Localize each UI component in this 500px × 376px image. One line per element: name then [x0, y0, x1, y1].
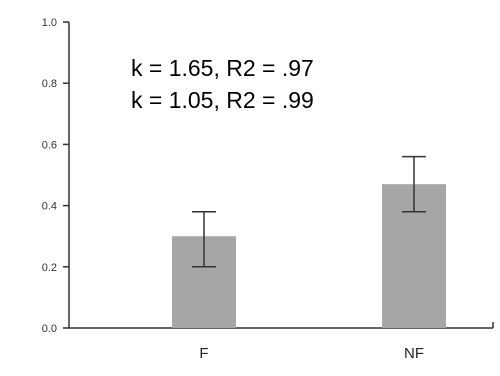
annotation-2: k = 1.05, R2 = .99	[131, 87, 314, 113]
y-tick-label: 0.8	[42, 78, 57, 90]
y-tick-label: 0.4	[42, 201, 57, 213]
annotation-1: k = 1.65, R2 = .97	[131, 55, 314, 81]
y-tick-label: 0.0	[42, 323, 57, 335]
y-tick-label: 0.2	[42, 262, 57, 274]
x-tick-label: F	[199, 345, 208, 362]
error-bar-nf	[402, 155, 426, 213]
y-tick-label: 0.6	[42, 139, 57, 151]
y-tick-label: 1.0	[42, 17, 57, 29]
y-ticks: 0.0 0.2 0.4 0.6 0.8 1.0	[42, 17, 69, 335]
bars	[172, 184, 446, 328]
error-bar-f	[192, 210, 216, 268]
x-tick-labels: F NF	[199, 345, 424, 362]
error-bars	[192, 155, 426, 268]
x-tick-label: NF	[404, 345, 424, 362]
